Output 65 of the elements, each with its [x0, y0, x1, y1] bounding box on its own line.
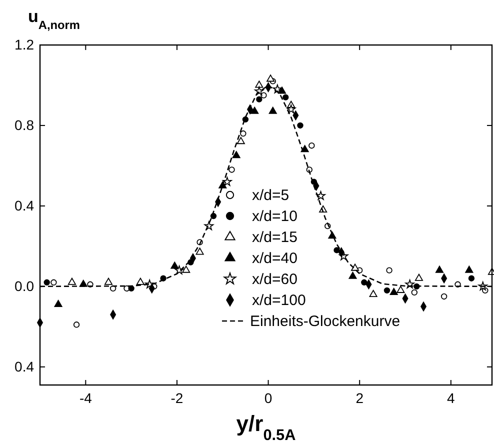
- point: [222, 176, 232, 186]
- point: [68, 278, 76, 285]
- point: [110, 285, 116, 292]
- legend-label: x/d=15: [252, 229, 298, 246]
- point: [136, 278, 144, 285]
- y-tick-label: 0.8: [14, 116, 34, 133]
- point: [384, 287, 390, 294]
- y-tick-label: 0.4: [14, 358, 34, 374]
- point: [300, 145, 309, 152]
- point: [465, 266, 474, 273]
- point: [348, 272, 357, 279]
- x-tick-label: 2: [356, 390, 364, 406]
- point: [104, 278, 112, 285]
- y-tick-label: 1.2: [14, 36, 34, 52]
- legend-label: x/d=10: [252, 208, 298, 225]
- x-tick-label: 0: [264, 390, 272, 406]
- point: [268, 106, 277, 114]
- legend-label: Einheits-Glockenkurve: [250, 313, 400, 330]
- legend-label: x/d=40: [252, 250, 298, 267]
- point: [240, 130, 246, 137]
- point: [228, 166, 235, 173]
- point: [386, 267, 392, 274]
- point: [282, 94, 289, 100]
- legend-label: x/d=100: [252, 292, 306, 309]
- y-tick-label: 0.0: [14, 278, 34, 294]
- y-tick-label: 0.4: [14, 197, 34, 214]
- x-tick-label: -4: [79, 390, 92, 406]
- point: [256, 96, 262, 102]
- point: [334, 247, 340, 254]
- point: [255, 80, 264, 88]
- legend-label: x/d=60: [252, 271, 298, 288]
- point: [50, 279, 57, 286]
- y-axis-title: u$_{A,norm}$: [28, 7, 80, 32]
- point: [44, 279, 50, 286]
- point: [390, 288, 398, 295]
- point: [468, 275, 475, 282]
- point: [73, 322, 80, 328]
- point: [440, 293, 448, 300]
- point: [210, 212, 217, 220]
- point: [286, 104, 296, 114]
- point: [54, 300, 62, 308]
- x-tick-label: 4: [447, 390, 456, 406]
- point: [170, 262, 179, 269]
- point: [316, 191, 326, 200]
- point: [308, 142, 315, 149]
- point: [232, 151, 240, 158]
- point: [351, 264, 360, 271]
- point: [260, 92, 267, 98]
- point: [250, 106, 259, 114]
- point: [369, 290, 378, 297]
- point: [396, 286, 405, 293]
- point: [196, 248, 204, 255]
- point: [414, 274, 423, 281]
- point: [361, 279, 368, 286]
- point: [182, 266, 190, 273]
- point: [236, 137, 245, 144]
- point: [297, 122, 304, 129]
- point: [218, 181, 227, 188]
- x-axis-title: y/r$_{0.5A}$: [236, 411, 296, 444]
- point: [266, 74, 275, 82]
- point: [435, 266, 444, 273]
- point: [411, 289, 418, 296]
- legend-label: x/d=5: [252, 187, 290, 204]
- point: [272, 84, 282, 94]
- x-tick-label: -2: [170, 390, 184, 406]
